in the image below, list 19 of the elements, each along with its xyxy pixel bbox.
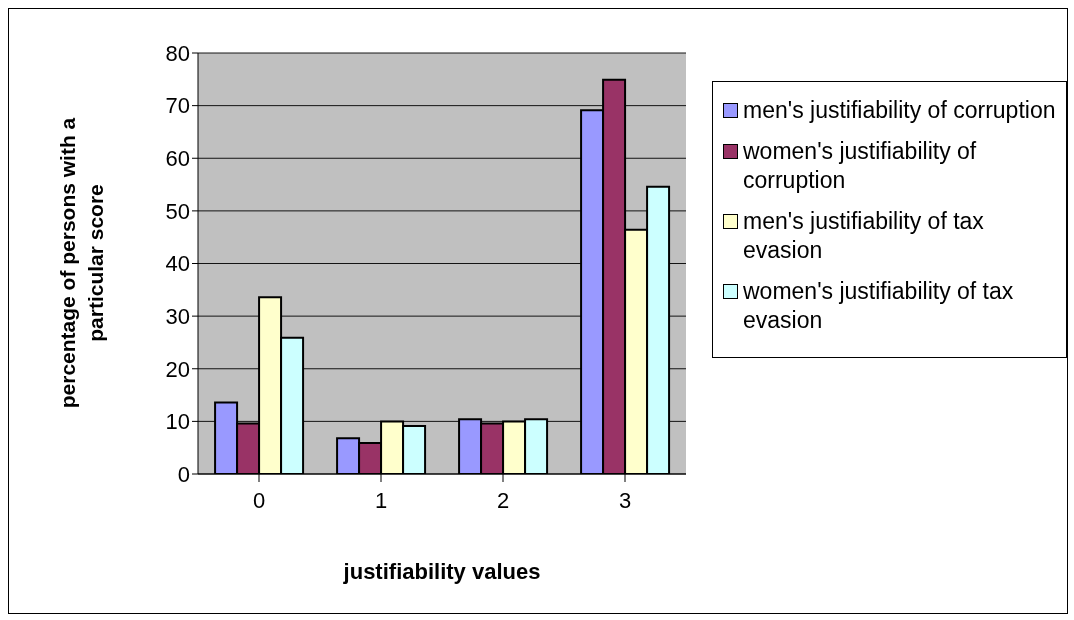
y-tick-label: 70 (165, 93, 190, 119)
y-tick-label: 30 (165, 303, 190, 329)
y-tick-label: 20 (165, 356, 190, 382)
x-tick-label: 2 (496, 487, 510, 513)
legend-label: men's justifiability of tax evasion (743, 207, 985, 265)
y-tick-label: 50 (165, 198, 190, 224)
legend-label: women's justifiability of corruption (743, 137, 978, 195)
y-tick-label: 10 (165, 409, 190, 435)
y-axis-title: percentage of persons with a particular score (55, 116, 108, 411)
y-tick-label: 80 (165, 40, 190, 66)
legend-label: men's justifiability of corruption (743, 96, 1056, 125)
y-tick-label: 60 (165, 146, 190, 172)
x-axis-title: justifiability values (342, 559, 542, 585)
x-tick-label: 1 (374, 487, 388, 513)
x-tick-label: 3 (618, 487, 632, 513)
y-tick-label: 0 (177, 461, 190, 487)
y-tick-label: 40 (165, 251, 190, 277)
legend-label: women's justifiability of tax evasion (743, 277, 1015, 335)
x-tick-label: 0 (252, 487, 266, 513)
